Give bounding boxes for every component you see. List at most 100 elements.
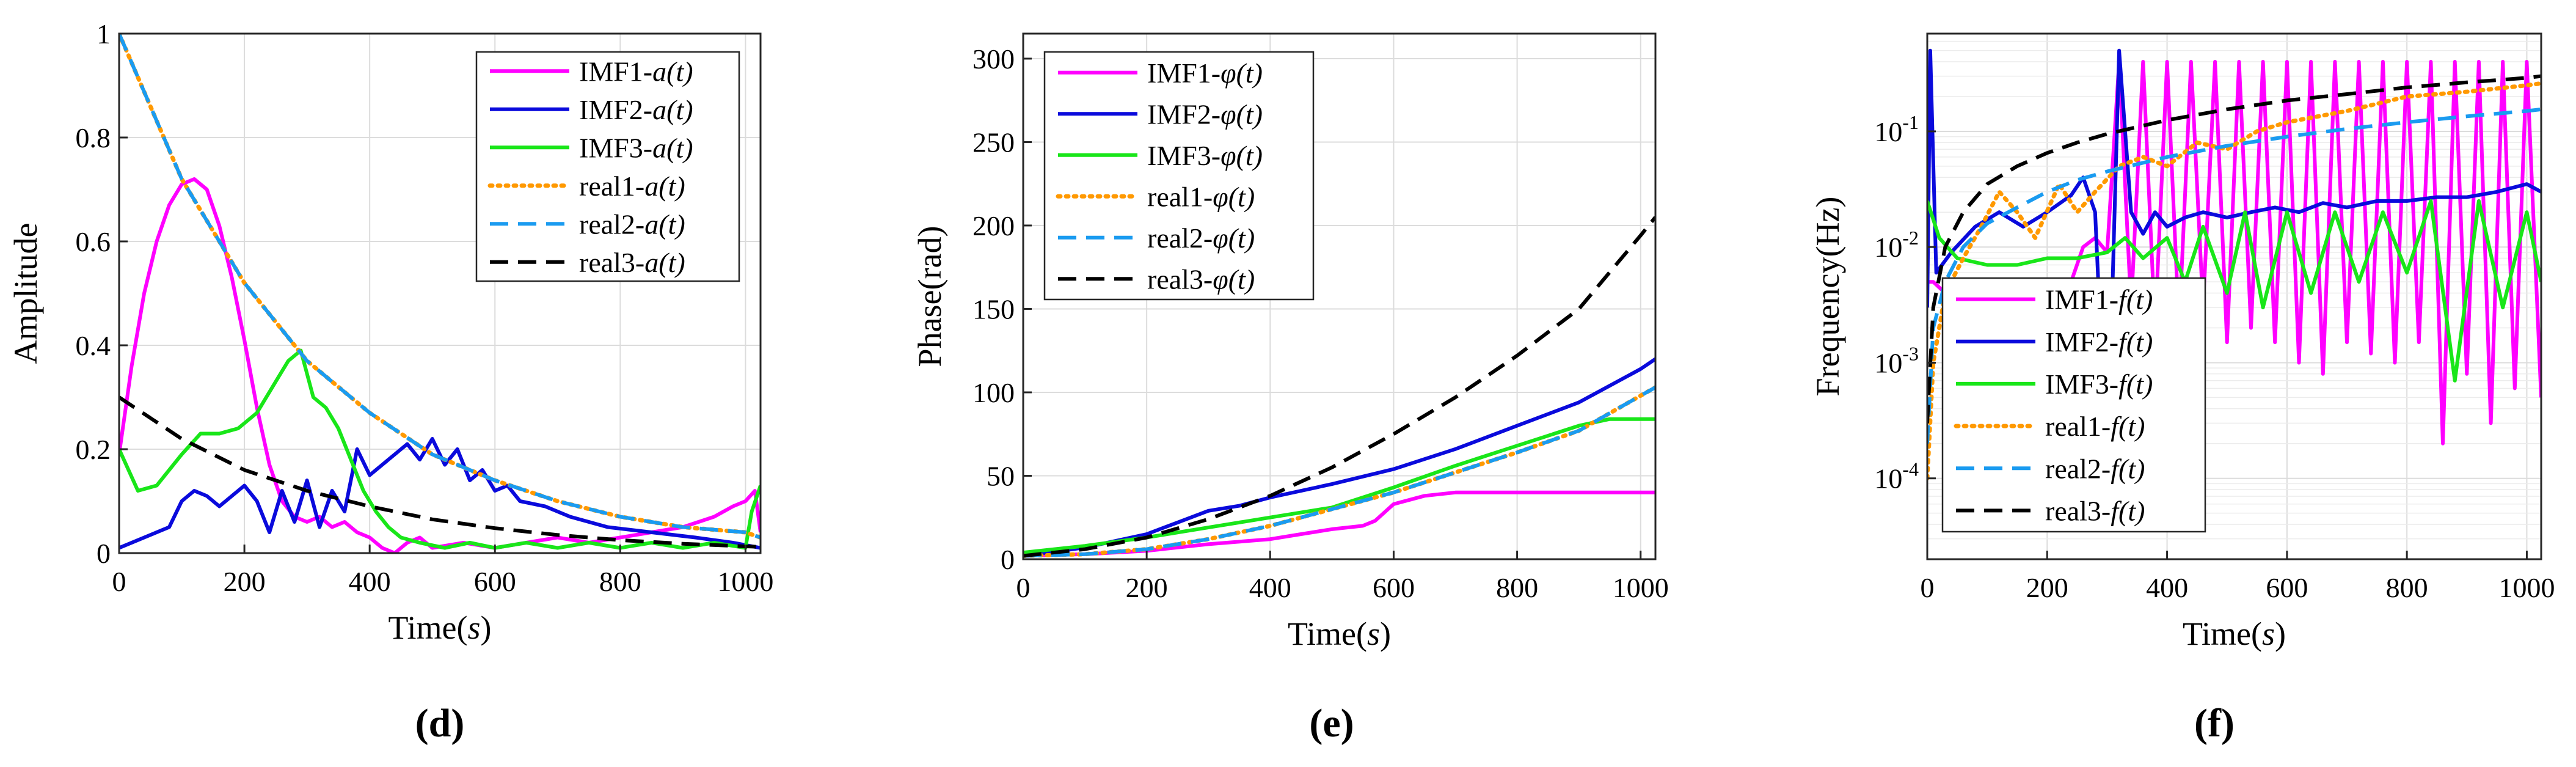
legend-entry-name: real2- xyxy=(2045,453,2111,484)
y-tick-label: 300 xyxy=(972,43,1015,75)
series-line-real3 xyxy=(1023,216,1655,558)
legend-entry-imf1: IMF1-φ(t) xyxy=(1147,57,1263,89)
x-tick-label: 800 xyxy=(1496,572,1538,603)
series-line-imf1 xyxy=(1023,490,1655,558)
series-line-imf3 xyxy=(119,348,761,550)
x-axis-label-text: Time( xyxy=(2183,615,2262,652)
legend-entry-name: IMF3- xyxy=(1147,140,1220,171)
legend-entry-imf2: IMF2-φ(t) xyxy=(1147,98,1263,130)
x-axis-label-text: Time( xyxy=(1288,615,1367,652)
x-tick-label: 200 xyxy=(1126,572,1168,603)
x-axis-label-unit: s xyxy=(2262,615,2275,652)
series-line-real2 xyxy=(1023,386,1655,558)
legend-entry-name: real1- xyxy=(2045,411,2111,442)
chart-panel-f: 0 200 400 600 800 100010-410-310-210-1Time(s)… xyxy=(1809,32,2555,746)
ticks xyxy=(1926,130,2528,559)
panel-label-text: (e) xyxy=(1309,701,1354,746)
legend-entry-name: real2- xyxy=(1147,222,1213,254)
y-axis-label: Phase(rad) xyxy=(911,226,948,367)
legend-entry-name: real3- xyxy=(2045,495,2111,526)
legend-entry-var: f(t) xyxy=(2118,326,2153,358)
legend-entry-name: real2- xyxy=(579,208,644,240)
x-tick-label: 600 xyxy=(2266,572,2308,603)
ticks xyxy=(1022,57,1642,560)
y-tick-label: 10-3 xyxy=(1874,342,1919,378)
y-tick-label: 1 xyxy=(97,18,111,50)
x-tick-label: 200 xyxy=(2026,572,2068,603)
x-axis-label-text: Time( xyxy=(388,609,467,646)
series-line-real1 xyxy=(1927,81,2541,481)
y-tick-base: 10 xyxy=(1874,347,1902,378)
series-line-imf2 xyxy=(1023,357,1655,558)
legend-entry-real1: real1-a(t) xyxy=(579,171,685,202)
legend-entry-var: a(t) xyxy=(652,94,693,125)
legend-entry-var: a(t) xyxy=(644,171,685,202)
legend-entry-name: real3- xyxy=(1147,263,1213,295)
series-lines xyxy=(1023,216,1655,558)
series-line-real3 xyxy=(119,395,761,549)
legend-entry-name: real1- xyxy=(579,171,644,202)
axes-box xyxy=(1022,32,1657,560)
legend-entry-var: f(t) xyxy=(2118,284,2153,315)
series-line-real2 xyxy=(1927,107,2541,444)
legend-entry-var: a(t) xyxy=(652,56,693,87)
legend-entry-real2: real2-φ(t) xyxy=(1147,222,1255,254)
y-tick-base: 10 xyxy=(1874,232,1902,263)
x-axis-label: Time(s) xyxy=(1288,615,1391,652)
legend-box xyxy=(475,51,740,282)
panel-label: (d) xyxy=(415,701,465,746)
legend-entry-var: f(t) xyxy=(2111,453,2145,484)
y-tick-label: 0.8 xyxy=(76,122,111,153)
x-tick-label: 800 xyxy=(2386,572,2428,603)
x-axis-label-close: ) xyxy=(2275,615,2286,652)
x-tick-label: 600 xyxy=(474,566,516,597)
y-tick-label: 0 xyxy=(97,538,111,569)
legend-entry-name: IMF3- xyxy=(579,132,652,163)
legend-entry-name: IMF3- xyxy=(2045,369,2118,400)
panel-label: (e) xyxy=(1309,701,1354,746)
x-tick-label: 400 xyxy=(349,566,391,597)
series-line-imf1 xyxy=(119,177,761,553)
legend-entry-real2: real2-f(t) xyxy=(2045,453,2145,484)
legend-entry-var: φ(t) xyxy=(1220,98,1263,130)
x-axis-label-close: ) xyxy=(1380,615,1391,652)
legend-entry-var: a(t) xyxy=(644,247,685,278)
legend-entry-var: φ(t) xyxy=(1213,263,1255,295)
legend-entry-var: f(t) xyxy=(2111,411,2145,442)
y-tick-label: 0.4 xyxy=(76,330,111,361)
x-tick-label: 0 xyxy=(1921,572,1935,603)
y-tick-label: 10-2 xyxy=(1874,227,1919,263)
legend-entry-name: real1- xyxy=(1147,181,1213,212)
series-line-imf2 xyxy=(119,437,761,550)
legend-entry-real1: real1-φ(t) xyxy=(1147,181,1255,212)
legend-entry-var: f(t) xyxy=(2118,369,2153,400)
x-axis-label-unit: s xyxy=(1367,615,1380,652)
legend-entry-imf3: IMF3-a(t) xyxy=(579,132,693,163)
series-lines xyxy=(1927,48,2541,481)
x-tick-label: 1000 xyxy=(2498,572,2555,603)
y-axis-label: Frequency(Hz) xyxy=(1809,197,1846,397)
legend: IMF1-φ(t)IMF2-φ(t)IMF3-φ(t)real1-φ(t)rea… xyxy=(1043,51,1315,301)
legend-entry-imf3: IMF3-f(t) xyxy=(2045,369,2153,400)
legend-entry-real3: real3-f(t) xyxy=(2045,495,2145,526)
y-tick-exponent: -3 xyxy=(1902,342,1919,364)
x-axis-label: Time(s) xyxy=(2183,615,2286,652)
y-axis-label: Amplitude xyxy=(7,223,44,364)
y-tick-exponent: -4 xyxy=(1902,458,1919,480)
series-line-imf3 xyxy=(1927,199,2541,383)
series-line-real2 xyxy=(119,34,761,540)
x-tick-label: 200 xyxy=(224,566,266,597)
y-tick-base: 10 xyxy=(1874,463,1902,494)
legend: IMF1-a(t)IMF2-a(t)IMF3-a(t)real1-a(t)rea… xyxy=(475,51,740,282)
legend-entry-imf1: IMF1-a(t) xyxy=(579,56,693,87)
legend-entry-var: a(t) xyxy=(652,132,693,163)
y-tick-label: 150 xyxy=(972,293,1015,325)
y-tick-label: 0.6 xyxy=(76,226,111,257)
legend-entry-name: real3- xyxy=(579,247,644,278)
legend-entry-name: IMF2- xyxy=(1147,98,1220,130)
ticks xyxy=(118,32,746,554)
legend-entry-imf2: IMF2-f(t) xyxy=(2045,326,2153,358)
legend-entry-real3: real3-φ(t) xyxy=(1147,263,1255,295)
x-axis-label-unit: s xyxy=(468,609,481,646)
